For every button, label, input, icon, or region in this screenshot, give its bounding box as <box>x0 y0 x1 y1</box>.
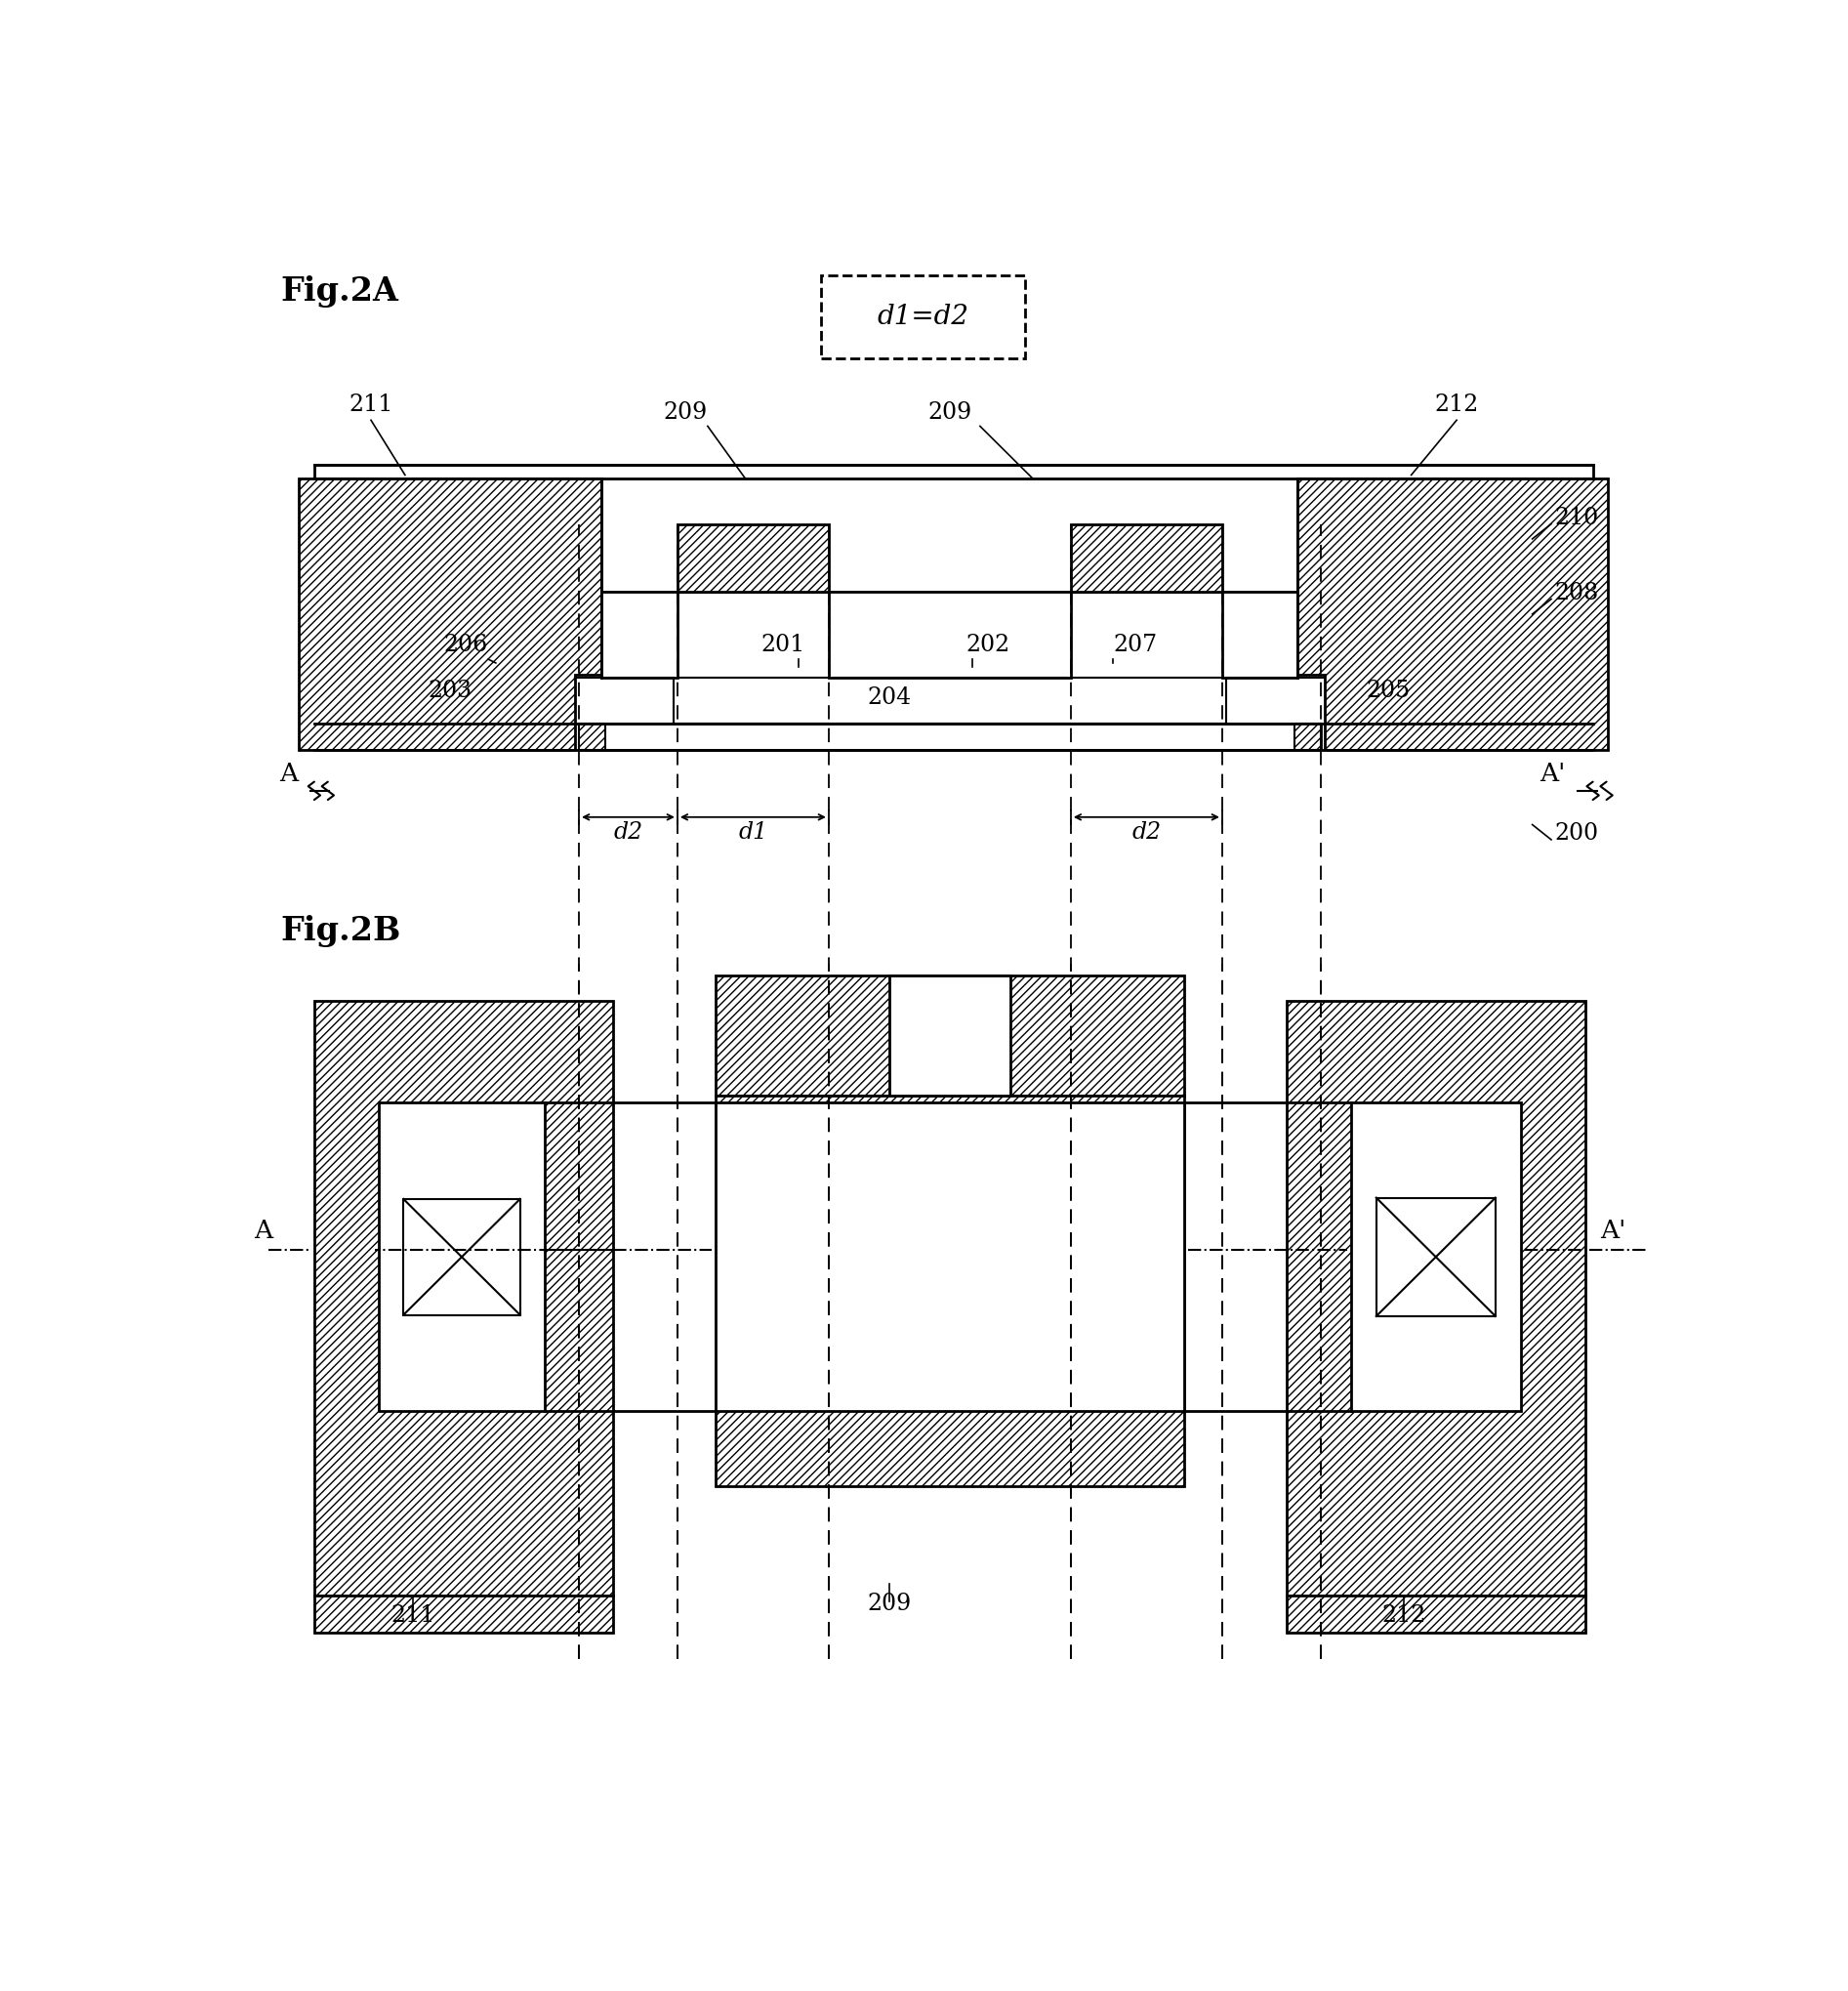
Bar <box>828 591 1070 679</box>
Text: 206: 206 <box>444 633 488 657</box>
Text: 209: 209 <box>663 400 708 424</box>
Text: d1=d2: d1=d2 <box>878 305 968 331</box>
Text: d2: d2 <box>1131 820 1161 844</box>
Text: 203: 203 <box>429 679 473 701</box>
Text: A': A' <box>1600 1218 1626 1242</box>
Bar <box>379 1103 545 1412</box>
Bar <box>715 1095 1185 1485</box>
Text: d1: d1 <box>739 820 767 844</box>
Text: 211: 211 <box>349 394 394 416</box>
Text: d2: d2 <box>614 820 643 844</box>
Text: 212: 212 <box>1382 1605 1427 1627</box>
Bar <box>314 1595 614 1633</box>
Text: 208: 208 <box>1554 581 1599 603</box>
Bar <box>578 723 1321 749</box>
Polygon shape <box>299 478 602 749</box>
Text: Fig.2A: Fig.2A <box>281 277 397 309</box>
Text: 200: 200 <box>1554 822 1599 844</box>
Text: 212: 212 <box>1434 394 1478 416</box>
Bar <box>1351 1103 1521 1412</box>
Bar <box>675 679 1225 723</box>
Bar <box>314 466 1593 478</box>
Bar <box>1286 1595 1586 1633</box>
Bar <box>602 478 1297 591</box>
Bar <box>715 1103 1185 1412</box>
Bar <box>578 723 606 749</box>
Bar <box>821 277 1026 358</box>
Text: 202: 202 <box>965 633 1009 657</box>
Bar <box>1070 524 1222 591</box>
Text: 211: 211 <box>390 1605 434 1627</box>
Bar <box>314 1001 614 1595</box>
Text: 209: 209 <box>928 400 972 424</box>
Text: A': A' <box>1539 761 1565 786</box>
Text: 201: 201 <box>761 633 806 657</box>
Bar <box>602 591 678 679</box>
Bar <box>1377 1199 1495 1316</box>
Text: 210: 210 <box>1554 506 1599 530</box>
Text: A: A <box>253 1218 274 1242</box>
Bar <box>403 1199 519 1314</box>
Bar <box>1286 1001 1586 1595</box>
Text: 207: 207 <box>1112 633 1157 657</box>
Text: 204: 204 <box>867 687 911 709</box>
Bar <box>1222 591 1297 679</box>
Text: 205: 205 <box>1366 679 1410 701</box>
Polygon shape <box>1297 478 1608 749</box>
Text: Fig.2B: Fig.2B <box>281 914 401 948</box>
Bar <box>1294 723 1321 749</box>
Bar <box>889 976 1011 1095</box>
Bar <box>715 976 1185 1095</box>
Text: 209: 209 <box>867 1593 911 1615</box>
Text: A: A <box>279 761 298 786</box>
Bar <box>678 524 828 591</box>
